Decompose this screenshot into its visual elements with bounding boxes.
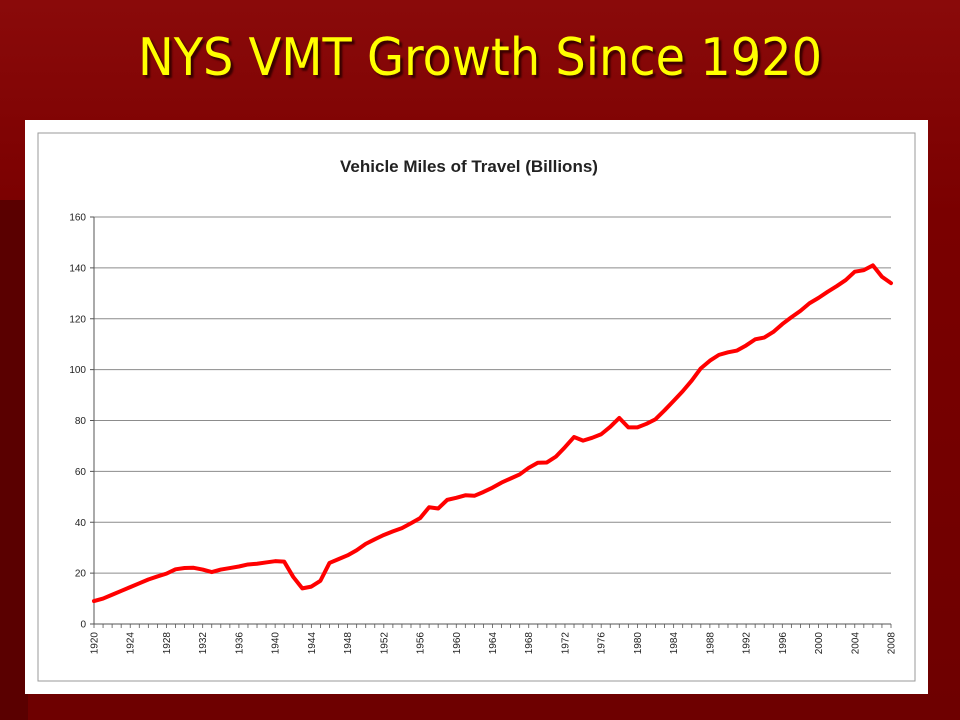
x-tick-label: 1964: [488, 632, 499, 655]
x-tick-labels: 1920 1924 1928 1932 1936 1940 1944 1948 1952 1956…: [90, 632, 898, 655]
chart-title: Vehicle Miles of Travel (Billions): [340, 157, 598, 176]
line-chart: Vehicle Miles of Travel (Billions) 0 20 40…: [37, 132, 916, 682]
x-tick-label: 1952: [379, 632, 390, 655]
y-tick-label: 60: [75, 467, 87, 478]
y-tick-label: 80: [75, 416, 87, 427]
y-tick-label: 0: [80, 620, 86, 631]
x-tick-label: 1972: [560, 632, 571, 655]
slide-title: NYS VMT Growth Since 1920: [137, 28, 823, 88]
y-tick-label: 160: [69, 213, 86, 224]
x-tick-label: 1944: [307, 632, 318, 655]
x-tick-label: 1988: [705, 632, 716, 655]
y-tick-label: 140: [69, 263, 86, 274]
x-tick-label: 1920: [90, 632, 101, 655]
x-tick-label: 1992: [742, 632, 753, 655]
y-tick-labels: 0 20 40 60 80 100 120 140 160: [69, 213, 86, 631]
x-tick-label: 1980: [633, 632, 644, 655]
x-tick-label: 2008: [887, 632, 898, 655]
y-tick-label: 100: [69, 365, 86, 376]
x-tick-label: 1976: [597, 632, 608, 655]
grid-lines: [94, 216, 891, 574]
x-tick-label: 2000: [814, 632, 825, 655]
x-tick-label: 1968: [524, 632, 535, 655]
y-tick-label: 40: [75, 518, 87, 529]
x-tick-label: 1948: [343, 632, 354, 655]
x-tick-label: 1936: [234, 632, 245, 655]
x-tick-label: 1928: [162, 632, 173, 655]
background-shade: [0, 200, 28, 720]
x-tick-label: 1996: [778, 632, 789, 655]
x-tick-label: 1932: [198, 632, 209, 655]
chart-panel: Vehicle Miles of Travel (Billions) 0 20 40…: [25, 120, 928, 694]
x-tick-label: 1940: [271, 632, 282, 655]
x-tick-label: 2004: [850, 632, 861, 655]
x-tick-label: 1984: [669, 632, 680, 655]
series: [92, 263, 893, 604]
series-line-0: [92, 263, 893, 604]
axes: [90, 216, 892, 628]
x-tick-label: 1960: [452, 632, 463, 655]
x-tick-label: 1956: [416, 632, 427, 655]
x-tick-label: 1924: [126, 632, 137, 655]
y-tick-label: 120: [69, 314, 86, 325]
plot-frame: [37, 132, 916, 682]
y-tick-label: 20: [75, 569, 87, 580]
